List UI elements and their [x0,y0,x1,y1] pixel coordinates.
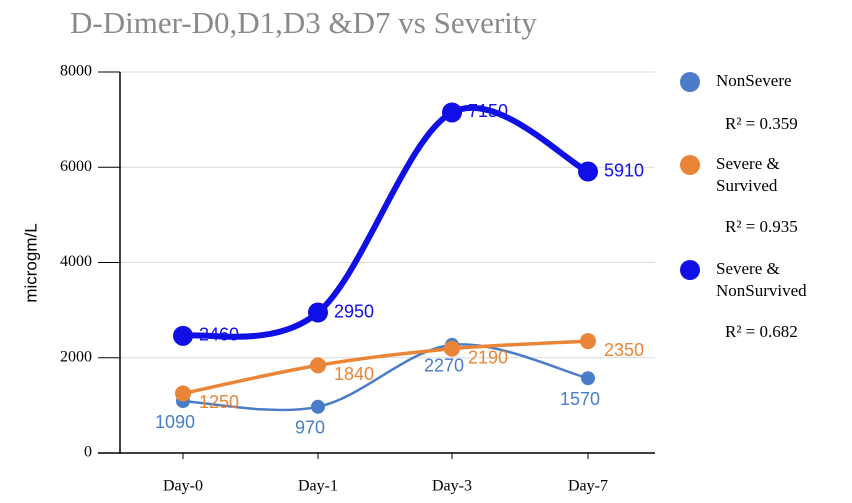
x-tick-label: Day-0 [163,478,203,495]
legend-marker [680,72,700,92]
legend-label: NonSevere [716,71,792,90]
data-point [444,340,460,357]
data-label: 970 [295,418,325,438]
legend-label: Severe & Survived [716,154,780,195]
data-point [578,161,598,182]
y-tick-label: 2000 [60,348,92,365]
data-label: 2270 [424,356,464,376]
y-axis-label: microgm/L [21,223,40,302]
y-tick-label: 6000 [60,158,92,175]
data-label: 2190 [468,347,508,367]
legend-annotation: R² = 0.359 [725,114,798,133]
data-label: 2950 [334,301,374,321]
data-label: 2350 [604,340,644,360]
data-point [308,302,328,323]
data-point [175,385,191,402]
data-point [311,399,325,414]
data-point [442,102,462,123]
data-label: 7150 [468,101,508,121]
legend-marker [680,155,700,175]
data-label: 1250 [199,392,239,412]
series-line [180,104,591,340]
series-line [181,343,590,412]
data-point [580,333,596,350]
data-label: 5910 [604,160,644,180]
x-tick-label: Day-1 [298,478,338,495]
data-point [581,371,595,386]
x-tick-label: Day-7 [568,478,608,495]
data-point [310,357,326,374]
legend-annotation: R² = 0.682 [725,322,798,341]
x-tick-label: Day-3 [432,478,472,495]
legend-label: Severe & NonSurvived [716,259,807,300]
chart-title: D-Dimer-D0,D1,D3 &D7 vs Severity [70,5,537,40]
y-tick-label: 4000 [60,253,92,270]
data-label: 1570 [560,389,600,409]
y-tick-label: 0 [84,444,92,461]
data-label: 1090 [155,412,195,432]
series-line [181,339,590,396]
legend-annotation: R² = 0.935 [725,217,798,236]
data-label: 1840 [334,364,374,384]
y-tick-label: 8000 [60,63,92,80]
data-label: 2460 [199,325,239,345]
legend-marker [680,260,700,280]
data-point [173,325,193,346]
